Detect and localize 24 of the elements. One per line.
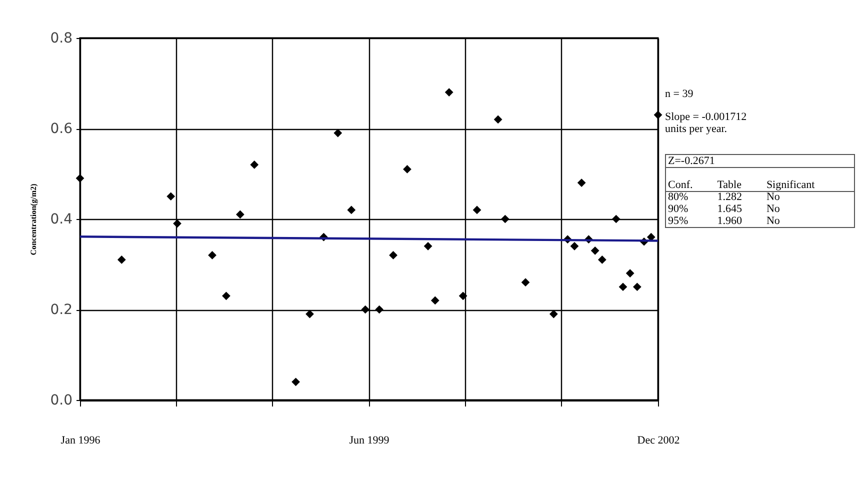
text: No <box>765 214 781 228</box>
text: 95% <box>667 214 690 228</box>
y-tick-label: 0.0 <box>50 392 72 408</box>
text: n = 39 <box>665 88 694 101</box>
text: 1.645 <box>716 203 743 216</box>
text: 80% <box>667 191 690 204</box>
text: Table <box>715 178 764 192</box>
text: 90% <box>667 203 690 216</box>
y-tick-label: 0.2 <box>50 302 72 318</box>
y-tick-label: 0.4 <box>50 212 73 228</box>
text: No <box>765 191 781 204</box>
y-axis-title: Concentration(g/m2) <box>29 183 38 256</box>
text: Conf. <box>666 178 716 192</box>
x-tick-label: Jan 1996 <box>60 434 101 446</box>
text: Significant <box>764 178 854 192</box>
text: No <box>765 203 781 216</box>
text: 1.282 <box>716 191 743 204</box>
y-tick-label: 0.8 <box>50 30 72 46</box>
text: 1.960 <box>716 214 743 228</box>
text: Slope = -0.001712 units per year. <box>665 110 748 136</box>
x-tick-label: Jun 1999 <box>349 434 390 446</box>
text: Z=-0.2671 <box>666 154 854 168</box>
y-tick-label: 0.6 <box>50 121 73 137</box>
x-tick-label: Dec 2002 <box>637 434 680 446</box>
